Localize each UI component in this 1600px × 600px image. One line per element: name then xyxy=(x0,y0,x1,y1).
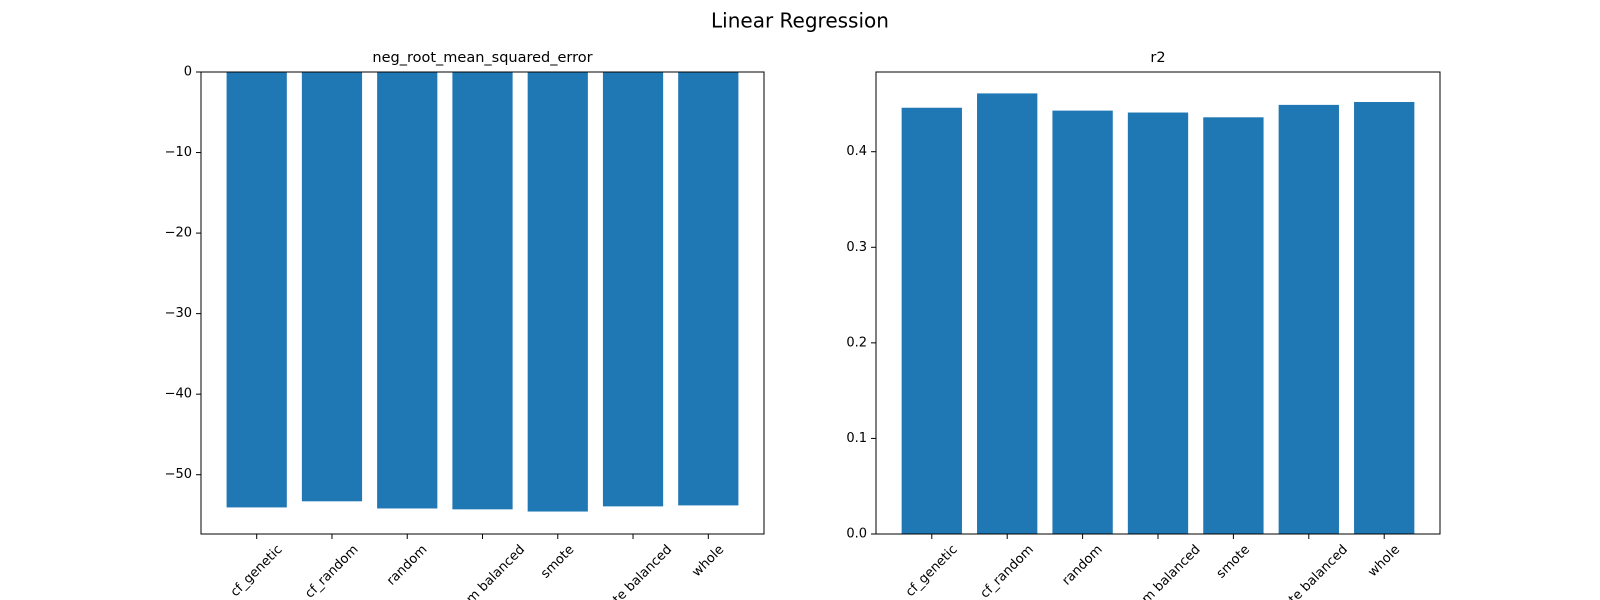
axes-frame xyxy=(200,71,765,535)
bar xyxy=(977,93,1038,534)
x-tick-label: smote xyxy=(538,542,577,581)
x-tick-label: random balanced xyxy=(437,542,528,600)
x-tick-label: cf_genetic xyxy=(903,542,961,600)
x-tick-label: random balanced xyxy=(1112,542,1203,600)
y-tick-label: −50 xyxy=(165,467,192,482)
x-tick-label: cf_random xyxy=(978,542,1037,600)
x-tick-label: cf_genetic xyxy=(228,542,286,600)
y-tick-label: 0.0 xyxy=(846,527,867,542)
x-tick-label: smote balanced xyxy=(591,542,675,600)
y-tick-label: 0.4 xyxy=(846,144,867,159)
subplot-title: r2 xyxy=(1150,50,1165,66)
x-tick-label: random xyxy=(384,542,430,588)
y-tick-label: −20 xyxy=(165,226,192,241)
bar xyxy=(1354,102,1415,535)
x-tick-label: smote xyxy=(1214,542,1253,581)
bar xyxy=(226,72,287,508)
x-tick-label: cf_random xyxy=(302,542,361,600)
y-tick-label: 0.3 xyxy=(846,240,867,255)
bar xyxy=(527,72,588,512)
x-tick-label: random xyxy=(1059,542,1105,588)
bar xyxy=(1052,110,1113,534)
bar xyxy=(602,72,664,507)
x-tick-label: whole xyxy=(1365,542,1403,580)
bar xyxy=(301,72,363,502)
bar xyxy=(377,72,438,509)
axes-frame xyxy=(875,71,1441,535)
subplot-title: neg_root_mean_squared_error xyxy=(372,50,592,66)
bar xyxy=(678,72,739,506)
bar xyxy=(1278,104,1339,534)
bar xyxy=(452,72,513,510)
y-tick-label: −30 xyxy=(165,306,192,321)
figure-title: Linear Regression xyxy=(711,9,889,33)
bar xyxy=(1127,112,1189,535)
bar xyxy=(901,107,962,534)
y-tick-label: −40 xyxy=(165,387,192,402)
y-tick-label: −10 xyxy=(165,145,192,160)
y-tick-label: 0.1 xyxy=(846,431,867,446)
bar xyxy=(1203,117,1264,535)
x-tick-label: smote balanced xyxy=(1267,542,1351,600)
y-tick-label: 0.2 xyxy=(846,335,867,350)
x-tick-label: whole xyxy=(689,542,727,580)
y-tick-label: 0 xyxy=(184,65,192,80)
